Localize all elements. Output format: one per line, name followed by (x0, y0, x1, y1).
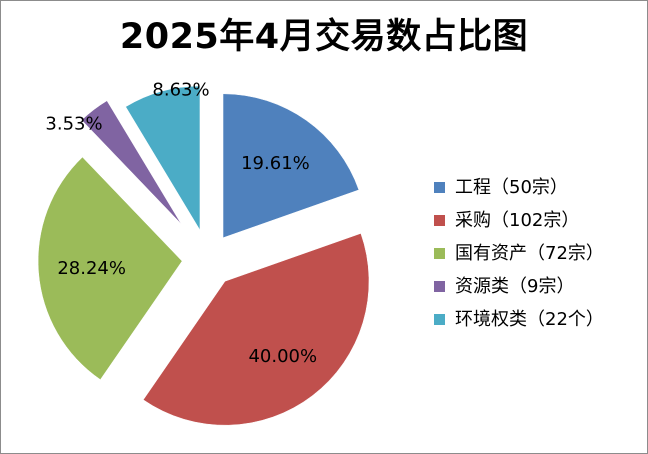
legend-item-environmental-rights: 环境权类（22个） (434, 308, 644, 341)
legend-label: 国有资产（72宗） (455, 243, 604, 264)
data-label-procurement: 40.00% (248, 346, 317, 367)
legend-swatch (434, 215, 445, 226)
legend-swatch (434, 314, 445, 325)
legend-item-resources: 资源类（9宗） (434, 275, 644, 308)
legend-label: 资源类（9宗） (455, 276, 575, 297)
legend-swatch (434, 281, 445, 292)
legend-label: 采购（102宗） (455, 210, 580, 231)
data-label-engineering: 19.61% (241, 153, 310, 174)
pie-slice-state-assets (37, 156, 183, 380)
pie-slice-engineering (222, 93, 360, 239)
data-label-environmental-rights: 8.63% (152, 80, 209, 101)
chart-title: 2025年4月交易数占比图 (119, 17, 529, 57)
legend-label: 工程（50宗） (455, 177, 568, 198)
data-label-state-assets: 28.24% (57, 258, 126, 279)
legend-swatch (434, 182, 445, 193)
data-label-resources: 3.53% (45, 114, 102, 135)
legend-item-procurement: 采购（102宗） (434, 209, 644, 242)
legend: 工程（50宗） 采购（102宗） 国有资产（72宗） 资源类（9宗） 环境权类（… (434, 176, 644, 341)
pie-slice-resources (81, 100, 182, 225)
legend-swatch (434, 248, 445, 259)
legend-item-state-assets: 国有资产（72宗） (434, 242, 644, 275)
pie-slice-procurement (142, 233, 370, 426)
legend-item-engineering: 工程（50宗） (434, 176, 644, 209)
pie-slice-environmental-rights (125, 85, 201, 231)
legend-label: 环境权类（22个） (455, 309, 604, 330)
